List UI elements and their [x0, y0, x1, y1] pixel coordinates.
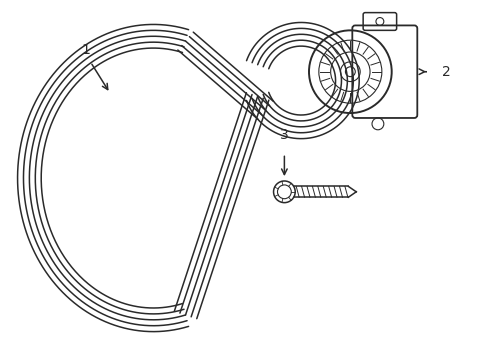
Text: 1: 1: [81, 43, 90, 57]
Text: 2: 2: [442, 65, 451, 79]
Text: 3: 3: [280, 127, 289, 141]
